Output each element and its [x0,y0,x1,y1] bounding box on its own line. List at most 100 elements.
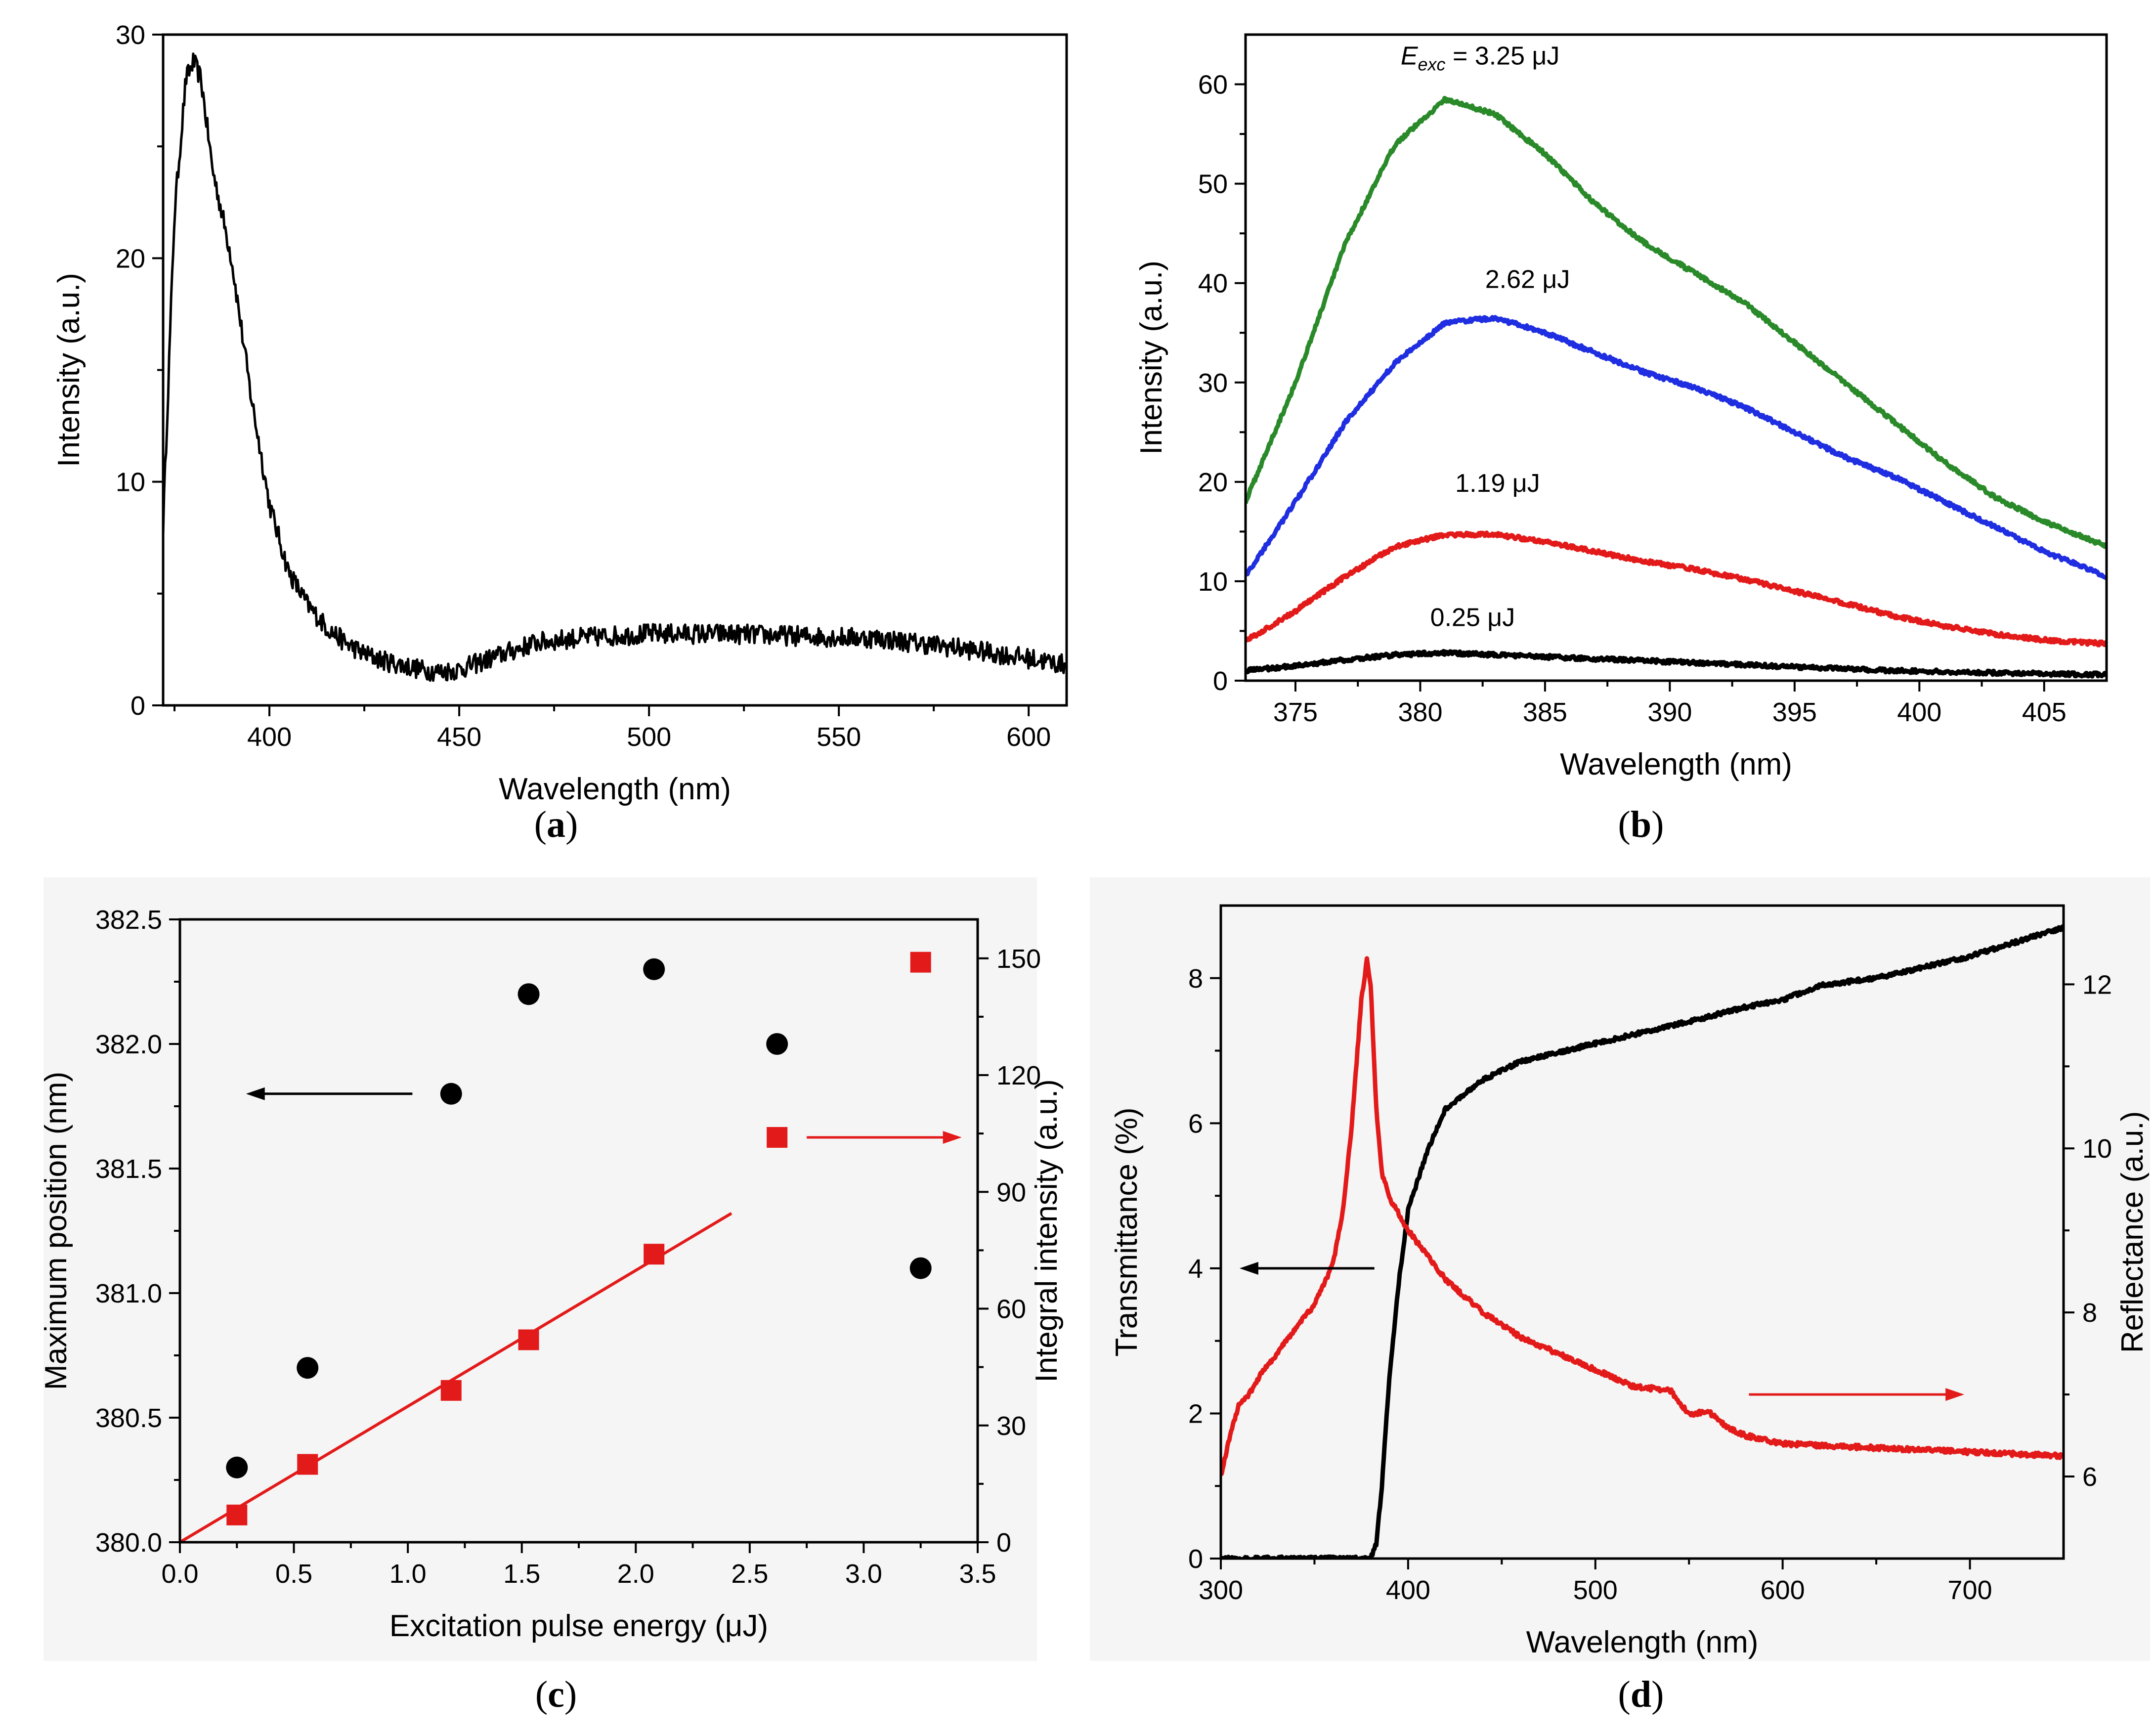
x-tick-label: 1.5 [503,1559,540,1589]
x-tick-label: 400 [1897,697,1941,727]
x-tick-label: 3.0 [845,1559,882,1589]
y-tick-label: 381.5 [95,1154,162,1184]
data-point [226,1456,248,1478]
x-axis-title: Wavelength (nm) [1560,747,1792,781]
x-tick-label: 300 [1199,1575,1243,1605]
x-tick-label: 0.5 [275,1559,312,1589]
series-line-1 [1246,315,2107,580]
plot-area [163,52,1067,682]
data-point [643,958,665,980]
annotation-label: Eexc = 3.25 μJ [1401,42,1560,74]
y-tick-label: 50 [1198,170,1228,199]
x-axis-title: Wavelength (nm) [1526,1625,1759,1659]
x-tick-label: 2.0 [617,1559,654,1589]
y-tick-label: 381.0 [95,1279,162,1308]
y-tick-label: 0 [1213,666,1228,696]
data-point [910,952,931,973]
x-tick-label: 3.5 [959,1559,996,1589]
x-tick-label: 400 [247,722,292,752]
y2-tick-label: 90 [996,1177,1026,1207]
fit-line [179,1212,732,1544]
panel-a: 400 450 500 550 600 0 10 20 30 Wavelength (nm) Int… [52,20,1068,845]
y2-axis-title: Integral intensity (a.u.) [1030,1079,1064,1382]
annotation-label: 1.19 μJ [1455,469,1540,498]
y2-tick-label: 6 [2082,1462,2097,1492]
y2-tick-label: 12 [2082,970,2112,999]
x-tick-label: 2.5 [731,1559,768,1589]
arrow-right [1749,1388,1965,1401]
arrow-left [246,1087,413,1100]
arrow-left [1239,1261,1375,1275]
y-axis-title: Intensity (a.u.) [52,273,86,467]
y2-tick-label: 0 [996,1528,1011,1558]
axes-frame [162,33,1068,707]
panel-caption: (b) [1618,804,1664,845]
y2-tick-label: 10 [2082,1134,2112,1164]
y-axis-title: Transmittance (%) [1110,1107,1144,1356]
y2-tick-label: 30 [996,1411,1026,1441]
y-tick-label: 382.5 [95,905,162,935]
panel-caption: (d) [1618,1674,1664,1715]
x-tick-label: 600 [1006,722,1051,752]
x-tick-label: 600 [1761,1575,1805,1605]
series-line-2 [1246,530,2107,648]
y2-tick-label: 150 [996,944,1041,974]
annotation-label: 2.62 μJ [1485,265,1570,294]
y-tick-label: 6 [1188,1109,1203,1138]
data-point [909,1257,932,1279]
y2-tick-label: 120 [996,1061,1041,1090]
y-tick-label: 4 [1188,1254,1203,1284]
x-tick-label: 500 [1573,1575,1618,1605]
panel-d: 300 400 500 600 700 0 2 4 6 8 6 8 10 12 Wavelength (nm… [1090,877,2150,1715]
series-line-0 [1246,95,2107,549]
y-tick-label: 10 [1198,567,1228,597]
y2-axis-title: Reflectance (a.u.) [2115,1111,2150,1353]
data-point [517,983,540,1005]
y-tick-label: 0 [1188,1544,1203,1574]
y-tick-label: 20 [116,244,145,273]
y-tick-label: 380.5 [95,1403,162,1433]
annotation-label: 0.25 μJ [1430,603,1515,632]
arrow-right [807,1131,962,1144]
y-tick-label: 0 [130,691,145,721]
x-axis-title: Excitation pulse energy (μJ) [389,1609,768,1643]
series-line-3 [1246,649,2107,679]
x-tick-label: 390 [1647,697,1692,727]
series-line-0 [163,52,1067,682]
plot-area [1246,95,2107,679]
y-tick-label: 2 [1188,1399,1203,1429]
x-tick-label: 380 [1398,697,1442,727]
y-tick-label: 30 [116,20,145,50]
y-tick-label: 30 [1198,368,1228,398]
x-tick-label: 405 [2022,697,2067,727]
panel-caption: (a) [534,804,578,845]
y-tick-label: 8 [1188,964,1203,994]
x-tick-label: 0.0 [161,1559,198,1589]
x-tick-label: 400 [1386,1575,1430,1605]
y-tick-label: 20 [1198,468,1228,497]
y-tick-label: 40 [1198,269,1228,299]
data-point [440,1083,462,1105]
data-point [767,1127,788,1148]
x-axis-title: Wavelength (nm) [499,772,731,806]
x-tick-label: 385 [1523,697,1567,727]
x-tick-label: 550 [817,722,861,752]
x-tick-label: 1.0 [389,1559,427,1589]
y2-tick-label: 8 [2082,1298,2097,1328]
y-axis-title: Intensity (a.u.) [1134,260,1168,455]
axes-frame [1219,904,2065,1560]
y2-tick-label: 60 [996,1295,1026,1324]
data-point [766,1033,788,1055]
x-tick-label: 500 [627,722,671,752]
panel-background [43,877,1037,1661]
y-axis-title: Maximum position (nm) [39,1072,73,1390]
panel-b: Eexc = 3.25 μJ 2.62 μJ 1.19 μJ 0.25 μJ 375 38… [1134,33,2108,845]
y-tick-label: 382.0 [95,1030,162,1059]
panel-caption: (c) [535,1674,577,1715]
series-line-1 [1221,956,2064,1476]
data-point [297,1357,319,1379]
x-tick-label: 700 [1948,1575,1992,1605]
y-tick-label: 380.0 [95,1528,162,1558]
y-tick-label: 60 [1198,70,1228,100]
